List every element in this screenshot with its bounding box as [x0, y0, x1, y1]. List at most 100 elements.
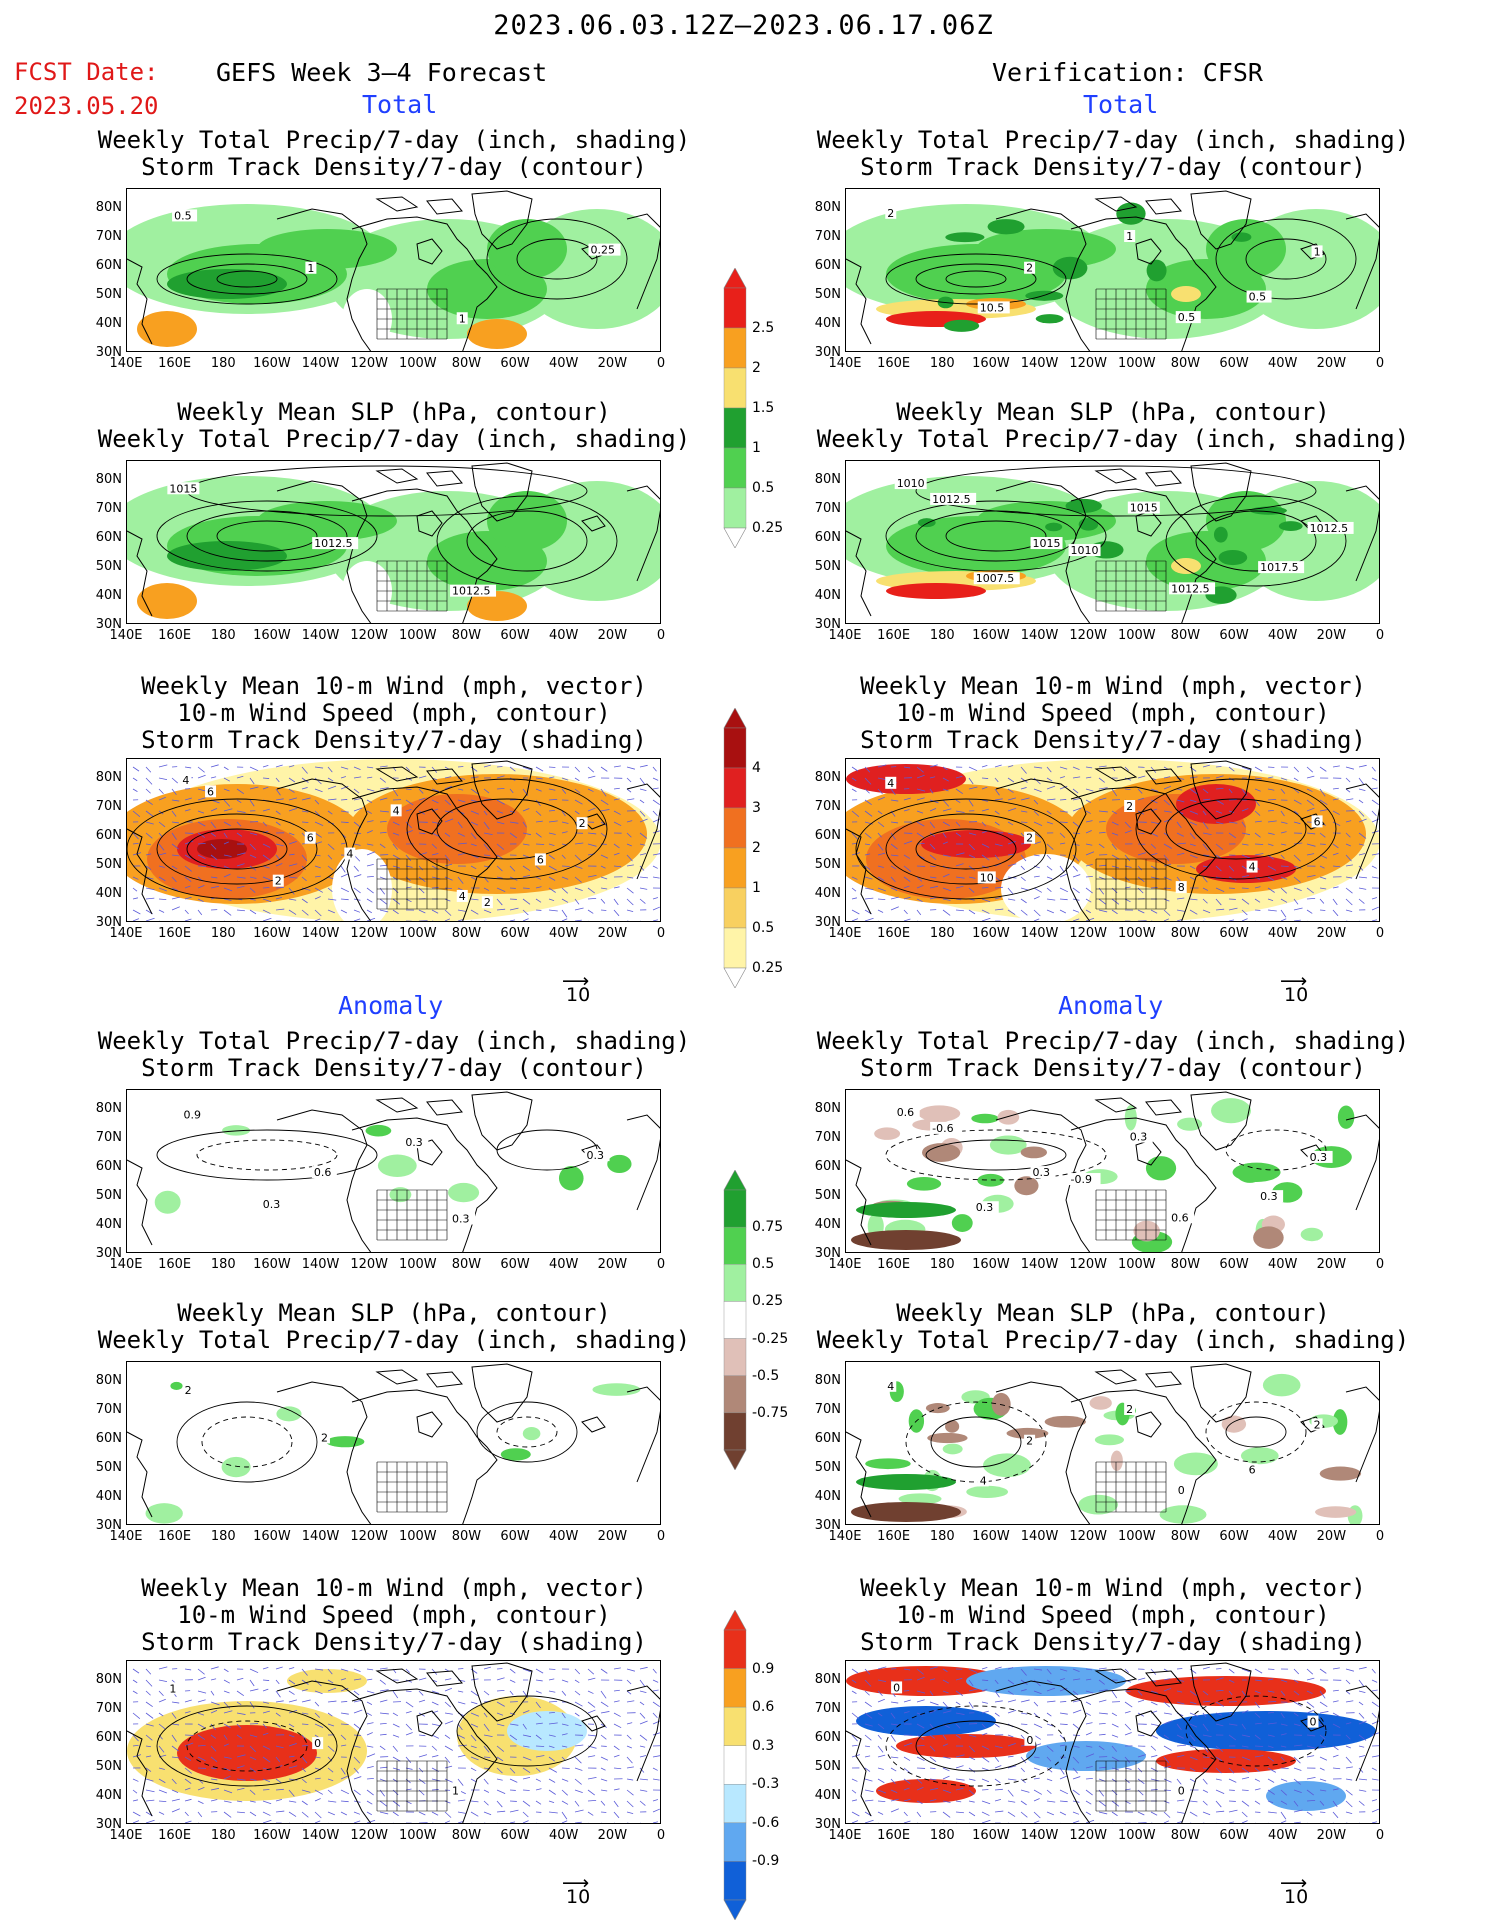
lat-tick-label: 80N	[814, 472, 841, 487]
contour-labels: 1015 1012.5 1012.5	[167, 482, 497, 598]
lon-tick-label: 100W	[398, 356, 437, 371]
lon-tick-label: 0	[1375, 1828, 1385, 1843]
lon-tick-label: 80W	[451, 356, 482, 371]
colorbar-label: 1	[752, 880, 761, 896]
lon-tick-label: 140E	[828, 628, 862, 643]
lon-tick-label: 120W	[350, 926, 388, 941]
contour-label: 6	[1249, 1464, 1256, 1477]
map-panel-forecast-panom: 0.9 0.6 0.3 0.3 0.3 0.3	[126, 1089, 661, 1253]
lon-tick-label: 180	[929, 628, 955, 643]
lon-tick-label: 140E	[109, 356, 143, 371]
storm-anom-colorbar	[720, 1610, 750, 1920]
colorbar-label: 2	[752, 360, 761, 376]
panel-title-line: Storm Track Density/7-day (contour)	[860, 153, 1366, 181]
map-panel-forecast-slp: 1015 1012.5 1012.5	[126, 460, 661, 624]
map-panel-forecast-wanom: 1 0 1	[126, 1660, 661, 1824]
slpanom-shading	[851, 1373, 1363, 1524]
lon-tick-label: 160W	[253, 926, 291, 941]
lon-tick-label: 140W	[1020, 1828, 1059, 1843]
right-total-heading: Total	[1083, 90, 1159, 119]
lat-tick-label: 70N	[95, 1701, 122, 1716]
lon-tick-label: 120W	[1069, 1529, 1107, 1544]
lat-tick-label: 70N	[95, 1402, 122, 1417]
lon-tick-label: 180	[929, 926, 955, 941]
vector-ref-arrow: ⟶	[1280, 1872, 1308, 1894]
lat-tick-label: 30N	[814, 1817, 841, 1832]
lon-tick-label: 120W	[1069, 1828, 1107, 1843]
contour-label: 0.3	[1310, 1151, 1328, 1164]
colorbar-label: -0.5	[752, 1367, 780, 1384]
coastlines	[846, 760, 1379, 921]
colorbar-label: 0.25	[752, 1293, 784, 1310]
contour-label: 2	[275, 875, 282, 888]
lat-tick-label: 50N	[814, 1188, 841, 1203]
panel-title-line: 10-m Wind Speed (mph, contour)	[177, 1601, 611, 1629]
contour-label: 2	[484, 896, 491, 909]
colorbar-segment	[723, 1668, 747, 1708]
lon-tick-label: 100W	[398, 1257, 437, 1272]
colorbar-segment	[723, 1226, 747, 1265]
slpanom-contours	[905, 1401, 1307, 1483]
lat-tick-label: 70N	[95, 229, 122, 244]
contour-label: 0.3	[263, 1198, 281, 1211]
lat-tick-label: 40N	[814, 1489, 841, 1504]
contour-label: 0.5	[1249, 291, 1267, 304]
wanom-contours	[885, 1695, 1327, 1787]
lon-tick-label: 40W	[549, 1257, 579, 1272]
panel-title-line: Storm Track Density/7-day (shading)	[860, 726, 1366, 754]
lon-tick-label: 140W	[301, 1529, 340, 1544]
lon-tick-label: 60W	[500, 926, 530, 941]
right-total-vector-ref: ⟶	[1280, 970, 1307, 992]
panom-shading	[851, 1098, 1355, 1252]
state-boundaries	[1095, 288, 1167, 340]
lat-tick-label: 60N	[95, 1159, 122, 1174]
contour-label: 0	[1178, 1484, 1185, 1497]
colorbar-segment	[723, 887, 747, 929]
contour-label: 1	[1314, 245, 1321, 258]
left-total-vector-ref-value: 10	[566, 984, 591, 1006]
colorbar-label: -0.3	[752, 1776, 780, 1793]
map-panel-forecast-wind: 4 6 4 2 2 4 6 6 4 2	[126, 758, 661, 922]
left-anomaly-heading: Anomaly	[338, 991, 444, 1020]
lat-tick-label: 80N	[814, 770, 841, 785]
colorbar-segment	[723, 1375, 747, 1414]
panel-title-line: Weekly Mean 10-m Wind (mph, vector)	[860, 672, 1366, 700]
colorbar-label: 1	[752, 440, 761, 456]
lat-tick-label: 40N	[814, 588, 841, 603]
lat-tick-label: 30N	[814, 1518, 841, 1533]
lon-tick-label: 120W	[1069, 356, 1107, 371]
colorbar-segment	[723, 407, 747, 449]
lat-tick-label: 60N	[95, 828, 122, 843]
state-boundaries	[376, 1461, 448, 1513]
precip-contours	[156, 218, 628, 305]
panom-shading	[154, 1124, 632, 1214]
panel-title-line: Storm Track Density/7-day (contour)	[141, 1054, 647, 1082]
lon-tick-label: 40W	[549, 1529, 579, 1544]
lat-tick-label: 40N	[95, 316, 122, 331]
lat-tick-label: 60N	[95, 1730, 122, 1745]
lon-tick-label: 20W	[597, 628, 628, 643]
contour-labels: 1 0 1	[167, 1682, 462, 1798]
precip-total-colorbar	[720, 268, 750, 548]
lat-tick-label: 40N	[95, 886, 122, 901]
state-boundaries	[1095, 858, 1167, 910]
lon-tick-label: 60W	[1219, 1529, 1249, 1544]
lon-tick-label: 20W	[1316, 356, 1347, 371]
lon-tick-label: 140E	[828, 356, 862, 371]
lon-tick-label: 180	[929, 1529, 955, 1544]
lat-tick-label: 70N	[95, 1130, 122, 1145]
contour-label: 4	[459, 890, 466, 903]
lat-tick-label: 60N	[814, 258, 841, 273]
lon-tick-label: 80W	[1170, 356, 1201, 371]
lon-tick-label: 120W	[350, 1257, 388, 1272]
coastlines	[846, 1091, 1379, 1252]
lon-tick-label: 100W	[1117, 356, 1156, 371]
lon-tick-label: 20W	[597, 926, 628, 941]
lat-tick-label: 40N	[814, 316, 841, 331]
colorbar-label: 0.9	[752, 1660, 775, 1677]
lon-tick-label: 0	[656, 628, 666, 643]
lat-tick-label: 60N	[95, 258, 122, 273]
lon-tick-label: 60W	[500, 356, 530, 371]
lon-tick-label: 180	[929, 356, 955, 371]
panel-title-line: Storm Track Density/7-day (shading)	[860, 1628, 1366, 1656]
